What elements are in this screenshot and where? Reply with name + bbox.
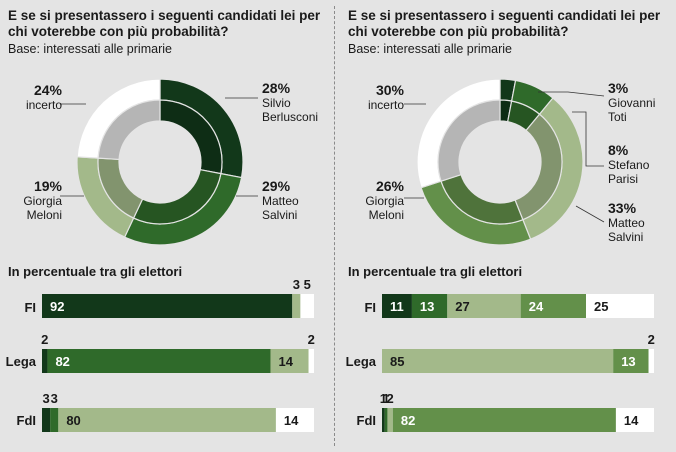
left-bar-0-label-1: 3: [293, 277, 300, 292]
left-bar-0-label-2: 5: [304, 277, 311, 292]
right-bar-2-label-0: 1: [380, 391, 387, 406]
panel-divider: [334, 6, 335, 446]
right-bar-1-label-2: 2: [648, 332, 655, 347]
right-bar-2-seg-0: [382, 408, 385, 432]
left-bar-1-label-1: 82: [55, 354, 69, 369]
right-title: E se si presentassero i seguenti candida…: [348, 8, 668, 40]
right-bar-0-label-0: 11: [390, 299, 404, 314]
left-title-line2: chi voterebbe con più probabilità?: [8, 24, 229, 39]
right-subtitle: In percentuale tra gli elettori: [348, 264, 523, 279]
right-row-label-fdi: FdI: [356, 413, 377, 428]
left-label-incerto: 24% incerto: [25, 82, 62, 112]
right-bar-1-label-1: 13: [621, 354, 635, 369]
right-panel: E se si presentassero i seguenti candida…: [340, 0, 670, 452]
right-row-label-fi: FI: [364, 300, 376, 315]
left-title-line1: E se si presentassero i seguenti candida…: [8, 8, 321, 23]
left-bar-2-label-1: 3: [51, 391, 58, 406]
right-bar-1-seg-1: [613, 349, 649, 373]
left-donut-chart: [60, 78, 258, 246]
left-bar-2-label-3: 14: [284, 413, 299, 428]
left-panel: E se si presentassero i seguenti candida…: [0, 0, 330, 452]
left-bar-1-seg-3: [308, 349, 314, 373]
right-label-salvini: 33% Matteo Salvini: [608, 200, 645, 244]
left-row-label-lega: Lega: [5, 354, 36, 369]
right-donut-slice-inner-4: [437, 99, 501, 182]
left-bar-0-seg-1: [292, 294, 301, 318]
left-bar-1-label-2: 14: [278, 354, 293, 369]
left-bar-0-seg-0: [42, 294, 293, 318]
right-bar-0-seg-3: [520, 294, 586, 318]
right-donut-leader-line-0: [538, 91, 605, 97]
left-bar-2-label-0: 3: [42, 391, 49, 406]
left-label-berlusconi: 28% Silvio Berlusconi: [262, 80, 319, 124]
left-label-salvini: 29% Matteo Salvini: [262, 178, 299, 222]
right-bar-2-label-2: 2: [387, 391, 394, 406]
right-bar-0-seg-0: [382, 294, 412, 318]
left-bar-0-label-0: 92: [50, 299, 64, 314]
right-base-note: Base: interessati alle primarie: [348, 42, 512, 56]
left-bar-2-seg-0: [42, 408, 51, 432]
left-bar-1-seg-0: [42, 349, 48, 373]
right-bar-2-label-1: 1: [382, 391, 389, 406]
right-bar-0-label-3: 24: [529, 299, 544, 314]
right-bar-0-seg-2: [447, 294, 521, 318]
right-bar-2-label-3: 82: [401, 413, 415, 428]
right-title-line2: chi voterebbe con più probabilità?: [348, 24, 569, 39]
left-bar-2-seg-2: [58, 408, 276, 432]
left-bar-1-label-0: 2: [41, 332, 48, 347]
left-row-label-fi: FI: [24, 300, 36, 315]
right-bar-0-label-4: 25: [594, 299, 608, 314]
left-bar-0-seg-2: [300, 294, 314, 318]
right-bar-2-label-4: 14: [624, 413, 639, 428]
left-base-note: Base: interessati alle primarie: [8, 42, 172, 56]
right-label-parisi: 8% Stefano Parisi: [608, 142, 650, 186]
left-row-label-fdi: FdI: [16, 413, 37, 428]
right-bar-1-label-0: 85: [390, 354, 404, 369]
right-bar-2-seg-3: [392, 408, 616, 432]
right-row-label-lega: Lega: [345, 354, 376, 369]
right-label-toti: 3% Giovanni Toti: [608, 80, 656, 124]
right-bar-0-label-2: 27: [455, 299, 469, 314]
right-bar-0-label-1: 13: [420, 299, 434, 314]
right-bar-2-seg-4: [615, 408, 654, 432]
right-donut-chart: [404, 78, 605, 246]
left-bar-1-seg-1: [47, 349, 271, 373]
right-label-incerto: 30% incerto: [367, 82, 404, 112]
right-title-line1: E se si presentassero i seguenti candida…: [348, 8, 661, 23]
left-bar-2-seg-3: [275, 408, 314, 432]
right-donut-leader-line-2: [575, 205, 605, 223]
right-donut-leader-line-1: [572, 111, 604, 167]
right-bar-1-seg-2: [648, 349, 654, 373]
left-donut-slice-inner-3: [97, 99, 161, 161]
right-bar-0-seg-4: [586, 294, 654, 318]
right-bar-2-seg-2: [387, 408, 393, 432]
right-bar-0-seg-1: [411, 294, 448, 318]
left-bar-2-seg-1: [50, 408, 59, 432]
left-title: E se si presentassero i seguenti candida…: [8, 8, 328, 40]
left-bar-1-label-3: 2: [308, 332, 315, 347]
right-bar-2-seg-1: [384, 408, 388, 432]
left-subtitle: In percentuale tra gli elettori: [8, 264, 183, 279]
right-label-meloni: 26% Giorgia Meloni: [365, 178, 404, 222]
left-bar-1-seg-2: [270, 349, 309, 373]
left-bar-2-label-2: 80: [66, 413, 80, 428]
left-label-meloni: 19% Giorgia Meloni: [23, 178, 62, 222]
right-bar-1-seg-0: [382, 349, 614, 373]
